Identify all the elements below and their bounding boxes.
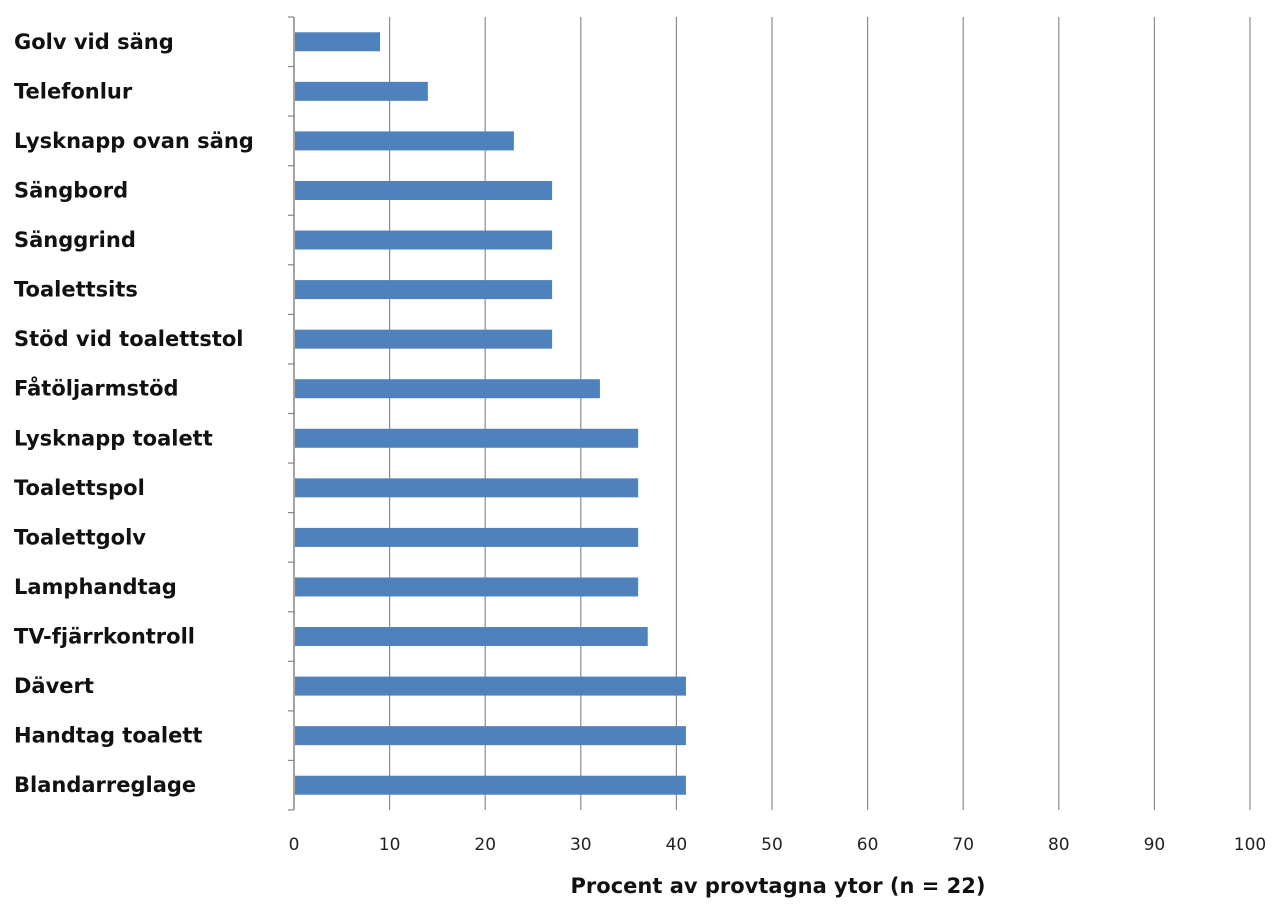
bar [295, 32, 381, 52]
category-label: TV-fjärrkontroll [14, 625, 195, 649]
category-label: Lysknapp ovan säng [14, 129, 254, 153]
x-tick-label: 20 [474, 835, 496, 855]
x-tick-label: 0 [289, 835, 300, 855]
category-label: Handtag toalett [14, 724, 202, 748]
bar [295, 478, 639, 498]
x-tick-label: 80 [1048, 835, 1070, 855]
x-axis-title: Procent av provtagna ytor (n = 22) [571, 874, 986, 898]
bar [295, 131, 514, 151]
bar [295, 180, 553, 200]
category-label: Fåtöljarmstöd [14, 376, 179, 401]
category-label: Stöd vid toalettstol [14, 327, 243, 351]
x-tick-label: 50 [761, 835, 783, 855]
axes [288, 16, 295, 811]
bar [295, 81, 428, 101]
bar [295, 428, 639, 448]
bar [295, 726, 686, 746]
category-labels: Golv vid säng Telefonlur Lysknapp ovan sän… [14, 30, 254, 797]
bar [295, 280, 553, 300]
bar [295, 676, 686, 696]
category-label: Toalettsits [14, 278, 138, 302]
category-label: Dävert [14, 674, 94, 698]
bar [295, 577, 639, 597]
bar [295, 627, 648, 647]
category-label: Lysknapp toalett [14, 426, 213, 450]
x-tick-labels: 0 10 20 30 40 50 60 70 80 90 100 [289, 835, 1267, 855]
x-tick-label: 10 [379, 835, 401, 855]
category-label: Telefonlur [14, 79, 133, 103]
x-tick-label: 40 [666, 835, 688, 855]
category-label: Lamphandtag [14, 575, 177, 599]
x-tick-label: 90 [1144, 835, 1166, 855]
x-tick-label: 100 [1234, 835, 1266, 855]
x-tick-label: 70 [952, 835, 974, 855]
category-label: Sänggrind [14, 228, 136, 252]
x-tick-label: 60 [857, 835, 879, 855]
bar [295, 230, 553, 250]
category-label: Golv vid säng [14, 30, 174, 54]
category-label: Toalettgolv [14, 525, 146, 549]
bar [295, 775, 686, 795]
bar [295, 329, 553, 349]
bar [295, 527, 639, 547]
category-label: Toalettspol [14, 476, 145, 500]
bars [295, 32, 686, 795]
category-label: Sängbord [14, 178, 128, 202]
x-tick-label: 30 [570, 835, 592, 855]
category-label: Blandarreglage [14, 773, 196, 797]
bar [295, 379, 600, 399]
